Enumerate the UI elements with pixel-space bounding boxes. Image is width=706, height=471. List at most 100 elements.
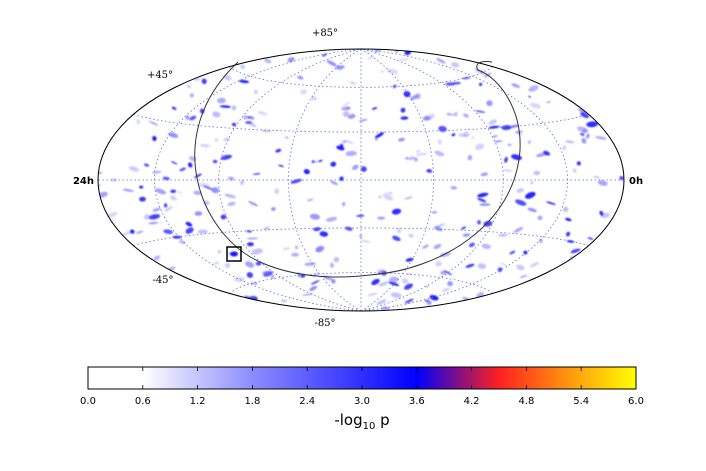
hotspot — [200, 143, 211, 148]
hotspot — [325, 216, 338, 222]
hotspot — [177, 191, 182, 194]
hotspot — [128, 166, 140, 172]
hotspot — [387, 191, 393, 195]
hotspot — [528, 85, 539, 92]
hotspot — [359, 234, 363, 238]
hotspot — [477, 192, 489, 198]
hotspot — [498, 233, 508, 237]
hotspot — [306, 198, 314, 202]
hotspot — [437, 139, 442, 145]
hotspot — [367, 292, 378, 297]
hotspot — [478, 82, 483, 87]
hotspot — [431, 211, 438, 214]
hotspot — [148, 214, 161, 220]
hotspot — [479, 203, 491, 206]
hotspot — [270, 274, 275, 280]
hotspot — [194, 211, 203, 216]
hotspot — [434, 226, 443, 232]
hotspot — [232, 122, 236, 127]
hotspot — [351, 164, 359, 170]
hotspot — [186, 85, 191, 88]
hotspot — [468, 242, 475, 248]
hotspot — [148, 120, 159, 126]
colorbar-tick-label: 0.6 — [135, 396, 151, 407]
hotspot — [342, 140, 347, 144]
hotspot — [257, 111, 268, 116]
hotspot — [163, 229, 173, 235]
label-left: 24h — [73, 176, 94, 187]
hotspot — [220, 154, 232, 160]
hotspot — [587, 237, 594, 240]
hotspot — [389, 276, 399, 283]
colorbar-label: -log10 p — [334, 411, 389, 432]
hotspot — [349, 81, 357, 85]
hotspot — [185, 227, 194, 234]
label-bottom: -85° — [314, 318, 335, 329]
hotspot — [593, 175, 600, 179]
hotspot — [546, 201, 556, 205]
hotspot — [344, 226, 353, 231]
hotspot — [527, 140, 532, 145]
hotspot — [187, 162, 193, 168]
hotspot — [516, 264, 525, 271]
hotspot — [271, 207, 276, 211]
hotspot — [227, 176, 235, 181]
hotspot — [413, 157, 418, 162]
hotspot — [400, 107, 406, 113]
hotspot — [139, 185, 144, 189]
parallel-line — [229, 272, 493, 294]
hotspot — [169, 195, 177, 201]
hotspot — [264, 58, 272, 64]
hotspot — [404, 196, 413, 200]
hotspot — [477, 197, 487, 203]
hotspot — [424, 285, 430, 288]
hotspot — [342, 202, 346, 207]
hotspot — [415, 152, 427, 156]
hotspot — [586, 133, 590, 139]
hotspot — [212, 261, 220, 265]
hotspot — [492, 135, 498, 138]
hotspot — [360, 166, 367, 172]
hotspot — [477, 263, 487, 269]
hotspot — [329, 262, 334, 268]
hotspot — [171, 106, 177, 110]
hotspot — [493, 140, 503, 143]
hotspot — [530, 102, 541, 109]
hotspot — [475, 110, 486, 113]
hotspot — [315, 245, 325, 253]
colorbar-tick-label: 5.4 — [573, 396, 589, 407]
hotspot — [416, 149, 421, 153]
hotspot — [339, 143, 344, 150]
hotspot — [139, 196, 146, 202]
hotspot — [503, 169, 513, 172]
hotspot — [185, 221, 193, 227]
hotspot — [403, 91, 411, 98]
hotspot — [424, 299, 430, 303]
hotspot — [223, 137, 231, 142]
hotspot — [404, 298, 414, 304]
hotspot — [318, 159, 323, 163]
parallel-line — [229, 66, 493, 88]
hotspot — [436, 57, 446, 64]
hotspot — [154, 188, 167, 195]
hotspot — [291, 252, 299, 257]
hotspot — [151, 255, 162, 262]
hotspot — [285, 136, 289, 139]
hotspot — [580, 112, 589, 119]
hotspot — [401, 278, 409, 284]
hotspot — [378, 195, 383, 199]
hotspot — [297, 75, 304, 80]
hotspot — [388, 281, 400, 287]
hotspot — [300, 89, 307, 95]
hotspot — [408, 233, 414, 238]
hotspot — [309, 285, 318, 292]
hotspot — [467, 155, 473, 161]
hotspot — [360, 239, 371, 243]
hotspot — [445, 82, 456, 86]
hotspot — [331, 278, 336, 284]
hotspot — [475, 143, 484, 150]
hotspot — [576, 161, 581, 166]
hotspot — [463, 113, 469, 118]
hotspot — [170, 161, 178, 165]
hotspot — [497, 125, 502, 128]
